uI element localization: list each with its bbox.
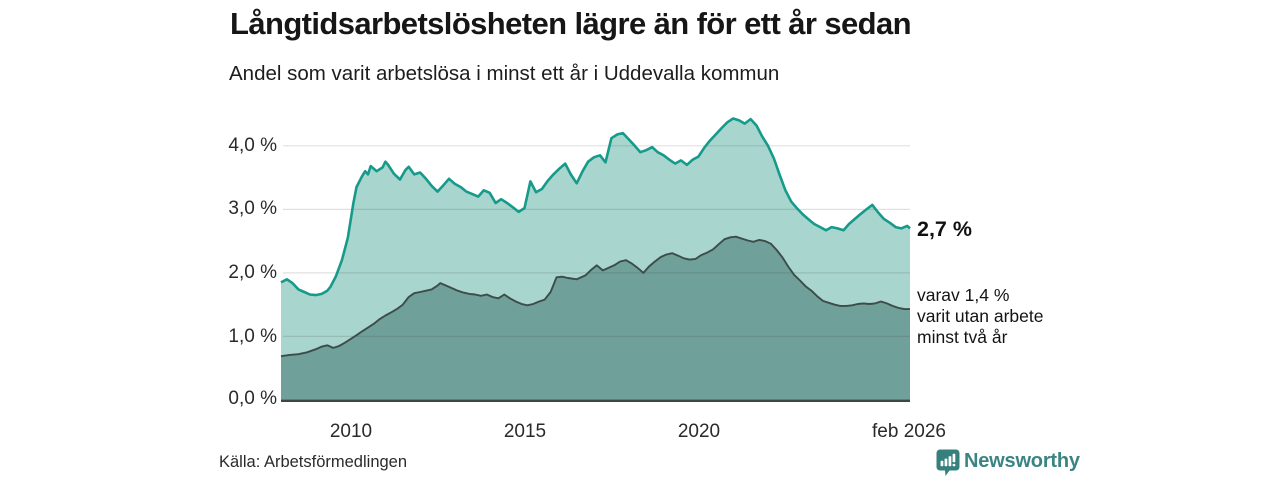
x-axis-tick-2010: 2010 (329, 421, 373, 442)
source-attribution: Källa: Arbetsförmedlingen (219, 453, 408, 471)
two-year-annotation-line2: varit utan arbete (917, 305, 1044, 326)
two-year-line (280, 235, 910, 358)
two-year-annotation: varav 1,4 % varit utan arbete minst två … (917, 285, 1043, 347)
two-year-annotation-line1: varav 1,4 % (917, 285, 1010, 305)
x-axis-tick-feb2026: feb 2026 (872, 421, 946, 442)
y-axis-tick-4: 4,0 % (228, 135, 277, 156)
two-year-area-fill (281, 236, 910, 401)
page-title: Långtidsarbetslösheten lägre än för ett … (230, 6, 912, 41)
y-axis-tick-3: 3,0 % (228, 198, 277, 219)
x-axis-tick-2015: 2015 (503, 421, 547, 442)
latest-value-label: 2,7 % (917, 217, 972, 241)
newsworthy-logo-icon (936, 449, 960, 476)
chart-subtitle: Andel som varit arbetslösa i minst ett å… (229, 62, 780, 85)
newsworthy-brand: Newsworthy (936, 449, 1080, 477)
newsworthy-wordmark: Newsworthy (964, 450, 1080, 472)
y-axis-tick-2: 2,0 % (228, 262, 277, 283)
total-line (280, 117, 911, 297)
y-axis-tick-0: 0,0 % (228, 388, 277, 409)
total-area-fill (281, 118, 910, 401)
x-axis-tick-2020: 2020 (677, 421, 721, 442)
y-axis-tick-1: 1,0 % (228, 326, 277, 347)
two-year-annotation-line3: minst två år (917, 326, 1008, 347)
